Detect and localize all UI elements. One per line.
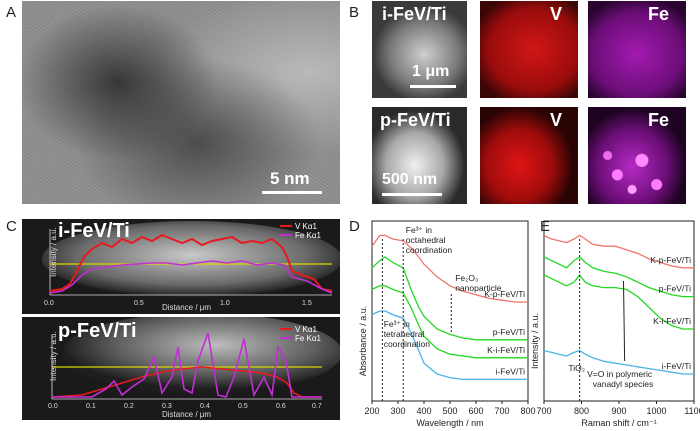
raman-chart: 700 800 900 1000 1100 Raman shift / cm⁻¹ Inten… bbox=[530, 220, 700, 428]
linescan-bottom-ylabel: Intensity / a.u. bbox=[49, 331, 58, 381]
uvvis-chart: 200 300 400 500 600 700 800 Wavelength / nm Abso… bbox=[358, 220, 536, 428]
series-label: K-p-FeV/Ti bbox=[484, 289, 525, 299]
series-label: i-FeV/Ti bbox=[662, 361, 692, 371]
annotation-vanadyl: V=O in polymeric vanadyl species bbox=[587, 369, 653, 389]
x-tick-label: 600 bbox=[468, 406, 483, 416]
linescan-bottom-xtick: 0.5 bbox=[238, 403, 248, 410]
element-label-fe-row2: Fe bbox=[648, 110, 670, 130]
fe-map-row1: Fe bbox=[588, 1, 686, 98]
series-label: p-FeV/Ti bbox=[659, 284, 691, 294]
linescan-bottom-sample: p-FeV/Ti bbox=[58, 320, 137, 342]
series-label: K-p-FeV/Ti bbox=[650, 255, 691, 265]
scalebar-line-row2 bbox=[382, 193, 442, 196]
linescan-bottom-xtick: 0.6 bbox=[276, 403, 286, 410]
sample-label-row2: p-FeV/Ti bbox=[380, 110, 451, 130]
scalebar-label-row2: 500 nm bbox=[382, 171, 438, 188]
series-line bbox=[543, 256, 694, 298]
element-label-fe-row1: Fe bbox=[648, 4, 670, 24]
legend-fe-label-top: Fe Kα1 bbox=[295, 231, 322, 240]
x-tick-label: 500 bbox=[442, 406, 457, 416]
panel-label-e: E bbox=[540, 218, 551, 235]
series-line bbox=[371, 310, 528, 381]
series-line bbox=[371, 256, 528, 341]
linescan-bottom-xtick: 0.0 bbox=[48, 403, 58, 410]
x-tick-label: 400 bbox=[416, 406, 431, 416]
linescan-top-sample: i-FeV/Ti bbox=[58, 220, 130, 242]
panel-label-b: B bbox=[349, 4, 360, 21]
linescan-top-xtick: 1.5 bbox=[302, 300, 312, 307]
x-tick-label: 1000 bbox=[646, 406, 666, 416]
x-tick-label: 700 bbox=[494, 406, 509, 416]
annotation-tetrahedral: Fe³⁺ in tetrahedral coordination bbox=[384, 319, 431, 349]
element-label-v-row1: V bbox=[550, 4, 563, 24]
linescan-top: Intensity / a.u. Distance / μm 0.0 0.5 1… bbox=[22, 219, 340, 314]
linescan-top-v-trace bbox=[49, 233, 333, 292]
x-tick-label: 700 bbox=[536, 406, 551, 416]
scalebar-label: 5 nm bbox=[270, 169, 310, 188]
x-tick-label: 800 bbox=[520, 406, 535, 416]
panel-label-a: A bbox=[6, 4, 17, 21]
series-label: p-FeV/Ti bbox=[493, 327, 525, 337]
series-line bbox=[371, 285, 528, 359]
linescan-bottom-xtick: 0.7 bbox=[312, 403, 322, 410]
sem-image-row2: p-FeV/Ti 500 nm bbox=[372, 107, 467, 204]
linescan-top-xtick: 0.5 bbox=[134, 300, 144, 307]
y-axis-label: Absorbance / a.u. bbox=[358, 306, 368, 377]
linescan-top-ylabel: Intensity / a.u. bbox=[49, 227, 58, 277]
y-axis-label: Intensity / a.u. bbox=[530, 313, 540, 369]
linescan-top-fe-trace bbox=[49, 260, 333, 294]
v-map-row2: V bbox=[480, 107, 578, 204]
panel-label-d: D bbox=[349, 218, 360, 235]
series-line bbox=[371, 234, 528, 303]
x-axis-label: Wavelength / nm bbox=[416, 418, 483, 428]
v-map-row1: V bbox=[480, 1, 578, 98]
series-line bbox=[543, 273, 694, 330]
linescan-bottom-xlabel: Distance / μm bbox=[162, 410, 211, 419]
fe-map-row2: Fe bbox=[588, 107, 686, 204]
linescan-top-xtick: 0.0 bbox=[44, 300, 54, 307]
linescan-top-xlabel: Distance / μm bbox=[162, 303, 211, 312]
linescan-bottom-xtick: 0.1 bbox=[86, 403, 96, 410]
legend-fe-label-bottom: Fe Kα1 bbox=[295, 334, 322, 343]
series-line bbox=[543, 349, 694, 375]
annotation-tio2: TiO₂ bbox=[568, 363, 585, 373]
x-tick-label: 900 bbox=[611, 406, 626, 416]
annotation-fe2o3: Fe₂O₃ nanoparticle bbox=[455, 273, 502, 293]
linescan-bottom-xtick: 0.3 bbox=[162, 403, 172, 410]
x-axis-label: Raman shift / cm⁻¹ bbox=[581, 418, 656, 428]
linescan-bottom-xtick: 0.2 bbox=[124, 403, 134, 410]
series-label: K-i-FeV/Ti bbox=[653, 316, 691, 326]
legend-v-label-top: V Kα1 bbox=[295, 222, 318, 231]
linescan-bottom-fe-trace bbox=[52, 332, 322, 398]
series-label: K-i-FeV/Ti bbox=[487, 345, 525, 355]
scalebar-label-row1: 1 μm bbox=[412, 63, 450, 80]
linescan-bottom: Intensity / a.u. Distance / μm 0.0 0.1 0… bbox=[22, 317, 340, 420]
sem-image-row1: i-FeV/Ti 1 μm bbox=[372, 1, 467, 98]
element-label-v-row2: V bbox=[550, 110, 563, 130]
x-tick-label: 800 bbox=[574, 406, 589, 416]
scalebar-line-row1 bbox=[410, 85, 456, 88]
x-tick-label: 200 bbox=[364, 406, 379, 416]
annotation-arrow bbox=[623, 280, 626, 362]
scalebar-line bbox=[262, 191, 322, 194]
legend-v-label-bottom: V Kα1 bbox=[295, 325, 318, 334]
x-tick-label: 300 bbox=[390, 406, 405, 416]
hrtem-image: 5 nm bbox=[22, 1, 340, 204]
series-line bbox=[543, 234, 694, 269]
series-label: i-FeV/Ti bbox=[496, 366, 526, 376]
annotation-octahedral: Fe³⁺ in octahedral coordination bbox=[406, 225, 453, 255]
linescan-top-xtick: 1.0 bbox=[220, 300, 230, 307]
linescan-top-particle bbox=[42, 221, 340, 297]
x-tick-label: 1100 bbox=[684, 406, 700, 416]
panel-label-c: C bbox=[6, 218, 17, 235]
linescan-bottom-xtick: 0.4 bbox=[200, 403, 210, 410]
sample-label-row1: i-FeV/Ti bbox=[382, 4, 447, 24]
linescan-bottom-particle bbox=[62, 317, 340, 393]
